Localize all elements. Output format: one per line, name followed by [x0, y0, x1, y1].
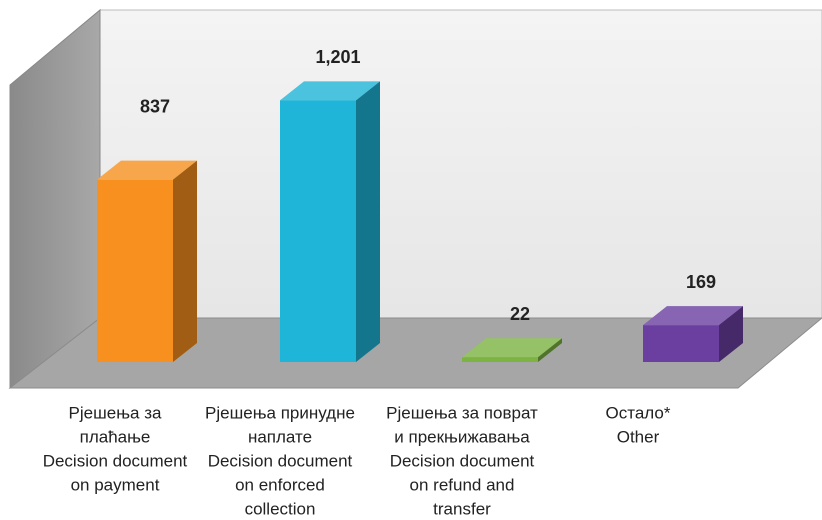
bar-side — [173, 160, 197, 362]
bar-top-shade — [97, 160, 197, 180]
bar — [280, 100, 356, 362]
bar-side-shade — [538, 338, 562, 362]
x-tick-label: on refund and — [410, 475, 515, 494]
x-tick-label: collection — [245, 499, 316, 518]
x-tick-label: Рјешења за поврат — [386, 403, 538, 422]
x-tick-label: Decision document — [43, 451, 188, 470]
bar-side-shade — [719, 306, 743, 362]
x-tick-label: on payment — [71, 475, 160, 494]
bar-top — [643, 306, 743, 326]
bar-top — [97, 160, 197, 180]
bar-side — [719, 306, 743, 362]
bar-side-shade — [173, 160, 197, 362]
value-label: 837 — [140, 96, 170, 116]
value-label: 1,201 — [315, 47, 360, 67]
bar-top — [280, 81, 380, 101]
bar — [462, 357, 538, 362]
bar-side — [538, 338, 562, 362]
bar-top-shade — [462, 338, 562, 358]
x-tick-label: Other — [617, 427, 660, 446]
bar — [97, 179, 173, 362]
floor — [8, 317, 822, 389]
x-tick-label: Decision document — [208, 451, 353, 470]
value-label: 22 — [510, 304, 530, 324]
x-tick-label: наплате — [248, 427, 312, 446]
x-tick-label: Остало* — [606, 403, 671, 422]
x-tick-label: transfer — [433, 499, 491, 518]
bar-top-shade — [643, 306, 743, 326]
bar-side-shade — [356, 81, 380, 362]
x-tick-label: плаћање — [80, 427, 151, 446]
bar-top-shade — [280, 81, 380, 101]
x-tick-label: Decision document — [390, 451, 535, 470]
x-tick-label: и прекњижавања — [394, 427, 530, 446]
x-tick-label: on enforced — [235, 475, 325, 494]
bar — [643, 325, 719, 362]
x-tick-label: Рјешења за — [69, 403, 162, 422]
bar-side — [356, 81, 380, 362]
x-tick-label: Рјешења принудне — [205, 403, 355, 422]
bar-top — [462, 338, 562, 358]
value-label: 169 — [686, 272, 716, 292]
